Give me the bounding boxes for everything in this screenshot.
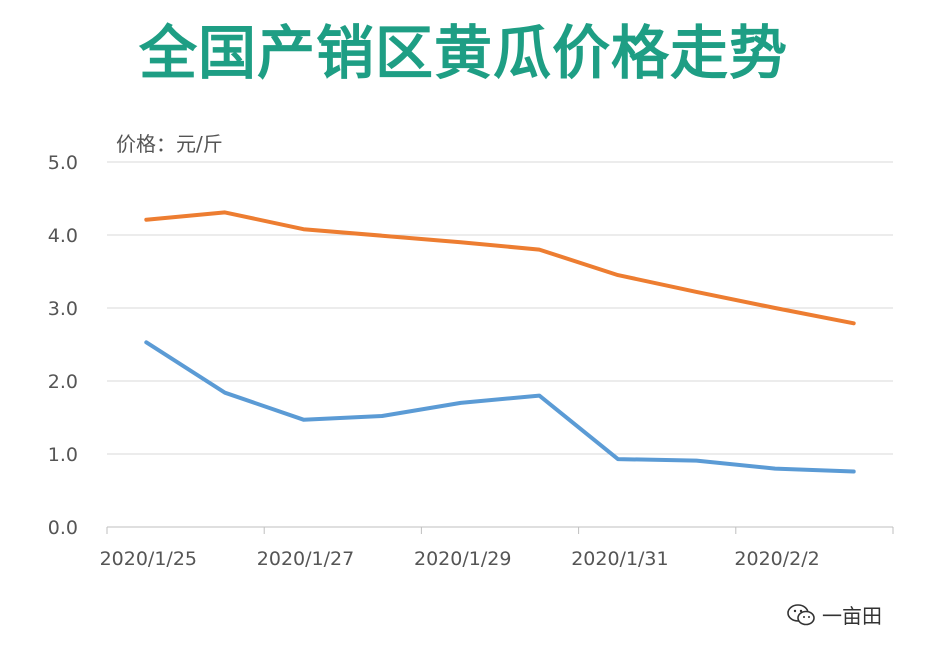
y-tick-label: 3.0 <box>48 298 78 320</box>
grid-lines <box>107 161 893 455</box>
x-tick-label: 2020/1/31 <box>571 548 668 570</box>
x-tick-label: 2020/1/25 <box>100 548 197 570</box>
y-axis-unit-label: 价格：元/斤 <box>116 132 223 156</box>
axes <box>106 526 894 534</box>
x-tick-label: 2020/2/2 <box>734 548 819 570</box>
series-line-1 <box>144 210 856 326</box>
y-tick-label: 1.0 <box>48 444 78 466</box>
y-tick-label: 2.0 <box>48 371 78 393</box>
watermark: 一亩田 <box>786 600 882 629</box>
x-tick-label: 2020/1/29 <box>414 548 511 570</box>
series-line-2 <box>144 340 856 474</box>
wechat-icon <box>787 603 815 625</box>
page-title: 全国产销区黄瓜价格走势 <box>138 19 788 87</box>
y-tick-label: 0.0 <box>48 517 78 539</box>
x-tick-label: 2020/1/27 <box>257 548 354 570</box>
watermark-text: 一亩田 <box>822 604 882 628</box>
y-tick-labels: 0.0 1.0 2.0 3.0 4.0 5.0 <box>48 152 78 539</box>
y-tick-label: 5.0 <box>48 152 78 174</box>
y-tick-label: 4.0 <box>48 225 78 247</box>
series-lines <box>144 210 856 474</box>
x-tick-labels: 2020/1/25 2020/1/27 2020/1/29 2020/1/31 2020… <box>100 548 820 570</box>
